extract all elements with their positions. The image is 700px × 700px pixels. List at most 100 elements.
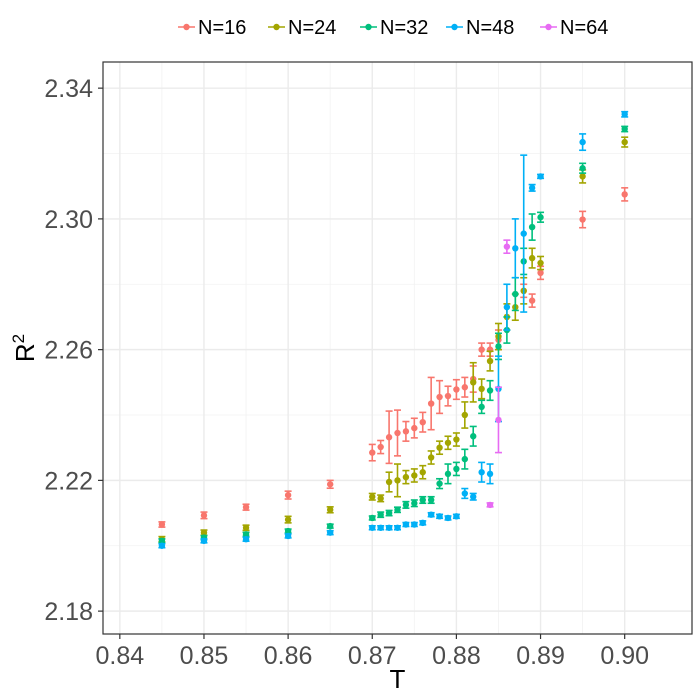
data-point [419,519,426,527]
data-point [436,480,443,487]
x-tick-label: 0.84 [95,642,144,670]
plot-border [102,61,693,635]
data-points [158,110,629,549]
data-point [242,531,250,538]
data-point [537,269,544,277]
data-point [478,346,485,353]
x-tick-label: 0.90 [600,642,649,670]
data-point [528,254,536,262]
data-point [461,490,469,497]
data-point [453,513,460,520]
data-point [537,259,544,267]
data-point [453,436,460,443]
data-point [394,524,401,531]
legend-label: N=24 [288,17,336,39]
data-point [528,223,536,231]
data-point [621,111,628,118]
legend-item: N=64 [540,17,608,39]
data-point [486,357,494,365]
data-point [158,521,166,528]
data-point [411,500,418,507]
data-point [579,216,586,223]
data-point [528,297,536,304]
data-point [436,513,443,520]
data-point [377,511,384,518]
data-point [486,470,494,478]
legend-label: N=64 [560,17,608,39]
legend-item: N=16 [178,17,246,39]
data-point [411,424,418,432]
data-point [461,455,469,463]
x-tick-label: 0.88 [432,642,481,670]
legend-key-point [183,23,190,31]
data-point [621,191,628,198]
data-point [385,434,393,441]
data-point [394,477,401,484]
data-point [461,411,469,419]
data-point [520,230,527,237]
data-point [579,173,586,180]
data-point [284,532,292,540]
y-tick-label: 2.30 [44,206,93,234]
data-point [427,511,435,518]
data-point [470,433,477,440]
data-point [402,428,410,435]
data-point [377,495,384,502]
data-point [385,478,393,486]
data-point [385,524,393,531]
legend-item: N=32 [360,17,428,39]
x-axis: 0.84 0.85 0.86 0.87 0.88 0.89 0.90 [95,634,649,670]
y-tick-label: 2.26 [44,337,93,365]
data-point [444,392,452,400]
x-tick-label: 0.89 [516,642,565,670]
data-point [402,521,410,528]
data-point [284,516,292,523]
legend-key-point [365,23,372,31]
y-axis-title-sup: 2 [9,334,28,343]
data-point [242,524,250,531]
data-point [470,493,477,500]
data-point [385,509,393,517]
data-point [495,416,502,424]
plot-panel [103,62,692,634]
data-point [621,125,628,133]
data-point [453,465,460,473]
data-point [621,138,628,146]
data-point [503,243,511,250]
data-point [394,506,401,513]
data-point [369,514,376,522]
y-axis: 2.18 2.22 2.26 2.30 2.34 [44,75,103,626]
data-point [326,529,334,536]
data-point [579,165,586,172]
data-point [470,379,477,386]
data-point [453,386,460,393]
x-tick-label: 0.86 [264,642,313,670]
y-axis-title-base: R [10,343,40,362]
data-point [486,501,494,509]
data-point [411,472,418,479]
legend-key-point [545,23,552,31]
data-point [486,387,494,394]
data-point [427,400,435,407]
x-axis-title: T [390,664,406,694]
data-point [200,537,208,545]
data-point [436,444,443,451]
y-axis-title: R2 [9,334,40,362]
legend-label: N=32 [380,17,428,39]
data-point [444,439,452,446]
data-point [461,384,469,391]
data-point [158,537,166,545]
data-point [369,524,376,531]
data-point [200,512,208,519]
data-point [478,403,485,411]
data-point [326,481,334,488]
data-point [369,449,376,456]
data-point [369,493,376,500]
legend-key-point [451,23,458,31]
legend-item: N=24 [268,17,336,39]
data-point [402,473,410,481]
legend: N=16 N=24 N=32 N=48 N=64 [178,17,608,39]
data-point [579,138,586,146]
data-point [394,429,401,437]
data-point [444,514,452,522]
